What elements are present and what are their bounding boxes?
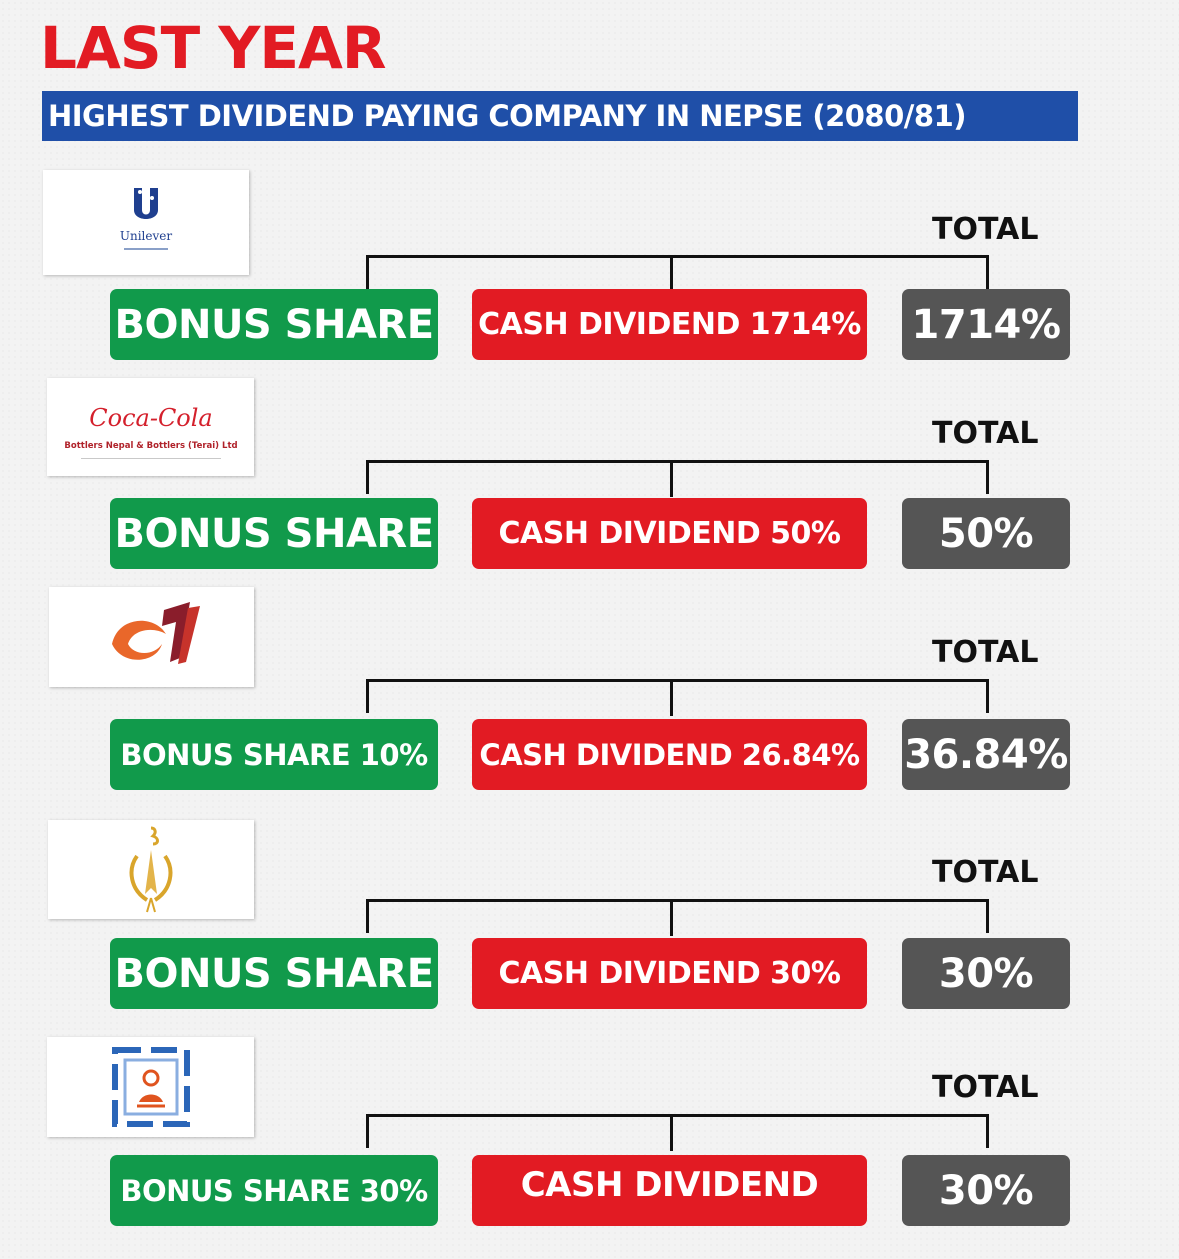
total-value-box: 1714% <box>902 289 1070 360</box>
total-label: TOTAL <box>932 855 1039 890</box>
total-value-box: 50% <box>902 498 1070 569</box>
cash-dividend-box: CASH DIVIDEND <box>472 1155 867 1226</box>
headline: LAST YEAR <box>40 14 387 82</box>
connector-bracket <box>366 899 989 936</box>
company-row-2: Coca-Cola Bottlers Nepal & Bottlers (Ter… <box>0 378 1179 578</box>
connector-bracket <box>366 255 989 292</box>
unilever-logo-text: Unilever <box>120 229 173 243</box>
swirl-logo-icon <box>49 587 254 687</box>
company-row-1: Unilever TOTAL BONUS SHARE CASH DIVIDEND… <box>0 170 1179 370</box>
company-row-5: TOTAL BONUS SHARE 30% CASH DIVIDEND 30% <box>0 1037 1179 1237</box>
connector-bracket <box>366 460 989 497</box>
company-row-3: TOTAL BONUS SHARE 10% CASH DIVIDEND 26.8… <box>0 587 1179 790</box>
total-value-box: 30% <box>902 1155 1070 1226</box>
company-row-4: TOTAL BONUS SHARE CASH DIVIDEND 30% 30% <box>0 820 1179 1020</box>
total-label: TOTAL <box>932 635 1039 670</box>
connector-bracket <box>366 1114 989 1151</box>
cash-dividend-box: CASH DIVIDEND 1714% <box>472 289 867 360</box>
bonus-share-box: BONUS SHARE <box>110 498 438 569</box>
emblem-logo-icon <box>48 820 254 919</box>
total-label: TOTAL <box>932 416 1039 451</box>
coca-cola-logo-text: Coca-Cola <box>89 404 212 432</box>
cash-dividend-box: CASH DIVIDEND 50% <box>472 498 867 569</box>
cash-dividend-box: CASH DIVIDEND 30% <box>472 938 867 1009</box>
bonus-share-box: BONUS SHARE 30% <box>110 1155 438 1226</box>
seal-logo-icon <box>47 1037 254 1137</box>
connector-bracket <box>366 679 989 716</box>
subheading-banner: HIGHEST DIVIDEND PAYING COMPANY IN NEPSE… <box>42 91 1078 141</box>
bonus-share-box: BONUS SHARE 10% <box>110 719 438 790</box>
bonus-share-box: BONUS SHARE <box>110 938 438 1009</box>
bonus-share-box: BONUS SHARE <box>110 289 438 360</box>
total-value-box: 30% <box>902 938 1070 1009</box>
coca-cola-logo-icon: Coca-Cola Bottlers Nepal & Bottlers (Ter… <box>47 378 254 476</box>
cash-dividend-box: CASH DIVIDEND 26.84% <box>472 719 867 790</box>
coca-cola-logo-subtext: Bottlers Nepal & Bottlers (Terai) Ltd <box>64 441 237 451</box>
total-label: TOTAL <box>932 1070 1039 1105</box>
total-value-box: 36.84% <box>902 719 1070 790</box>
total-label: TOTAL <box>932 212 1039 247</box>
unilever-logo-icon: Unilever <box>43 170 249 275</box>
